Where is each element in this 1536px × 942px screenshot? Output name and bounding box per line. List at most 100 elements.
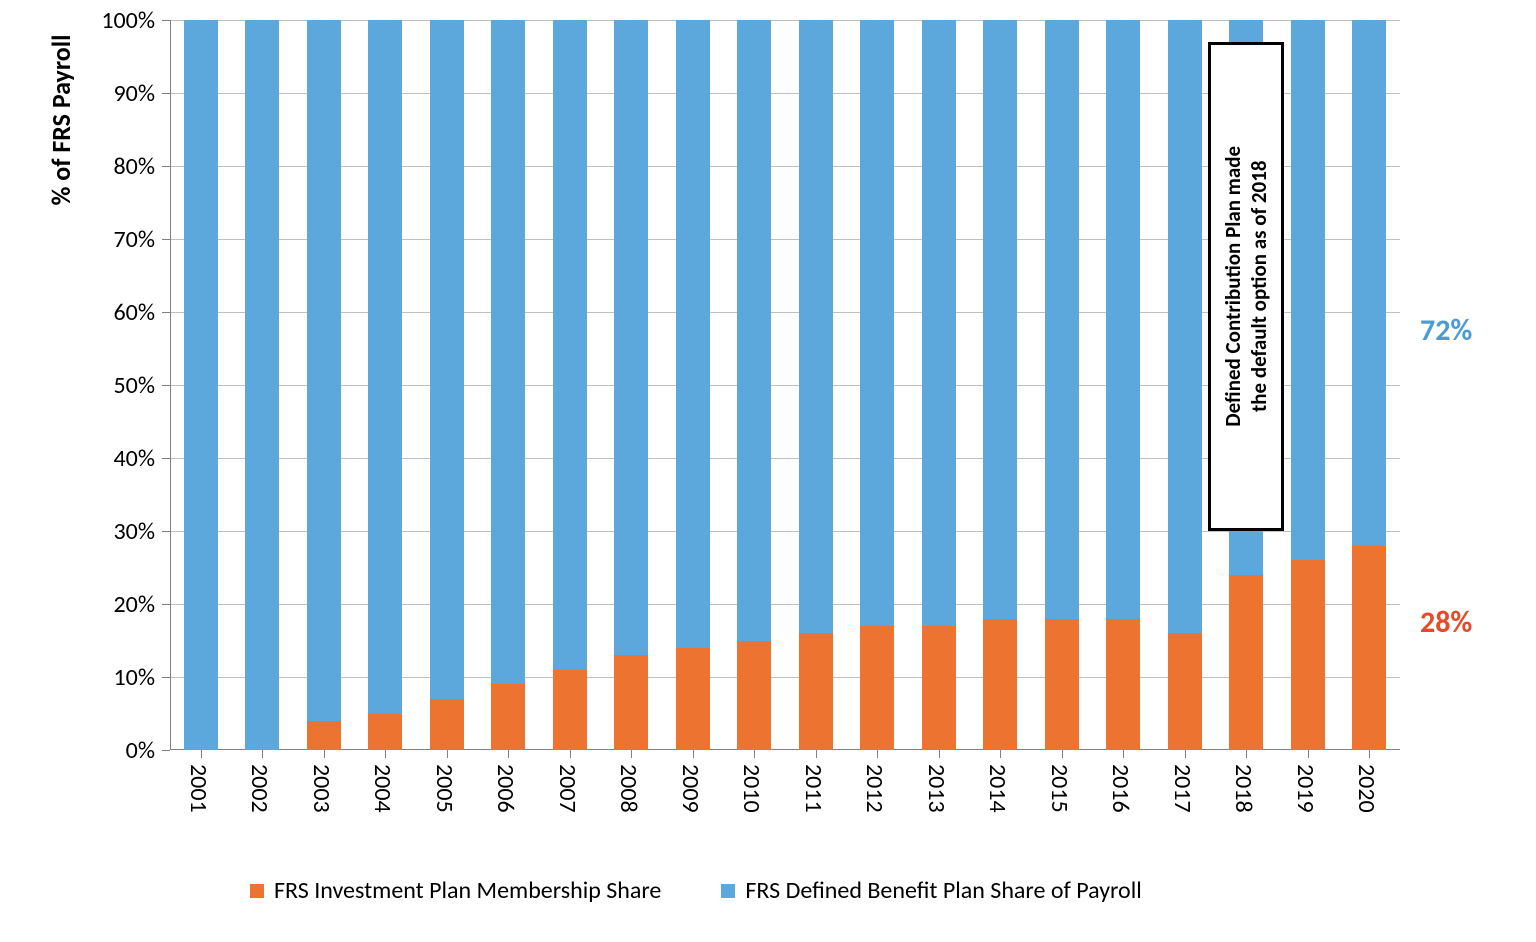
x-tick bbox=[508, 750, 509, 758]
gridline bbox=[170, 531, 1400, 532]
x-tick-label: 2006 bbox=[491, 764, 520, 813]
y-tick-label: 70% bbox=[90, 225, 155, 254]
x-tick bbox=[816, 750, 817, 758]
bar bbox=[491, 20, 525, 750]
x-tick bbox=[1308, 750, 1309, 758]
bar-segment-investment bbox=[860, 626, 894, 750]
bar-segment-defined bbox=[1106, 20, 1140, 619]
bar-segment-investment bbox=[1352, 546, 1386, 750]
bar-segment-investment bbox=[983, 619, 1017, 750]
bar bbox=[1291, 20, 1325, 750]
gridline bbox=[170, 604, 1400, 605]
y-tick bbox=[162, 312, 170, 313]
x-tick bbox=[939, 750, 940, 758]
bar-segment-investment bbox=[430, 699, 464, 750]
bar-segment-defined bbox=[430, 20, 464, 699]
x-tick-label: 2010 bbox=[737, 764, 766, 813]
bar bbox=[245, 20, 279, 750]
bar bbox=[368, 20, 402, 750]
x-tick bbox=[1123, 750, 1124, 758]
x-tick-label: 2002 bbox=[245, 764, 274, 813]
y-tick-label: 30% bbox=[90, 517, 155, 546]
y-tick bbox=[162, 750, 170, 751]
bar bbox=[983, 20, 1017, 750]
y-axis-line bbox=[170, 20, 171, 750]
x-tick bbox=[1062, 750, 1063, 758]
x-tick-label: 2020 bbox=[1352, 764, 1381, 813]
bar bbox=[1168, 20, 1202, 750]
bar-segment-investment bbox=[307, 721, 341, 750]
bar bbox=[184, 20, 218, 750]
bar-segment-investment bbox=[1291, 560, 1325, 750]
bar-segment-investment bbox=[553, 670, 587, 750]
y-tick bbox=[162, 385, 170, 386]
legend-swatch-defined bbox=[721, 884, 735, 898]
y-tick bbox=[162, 604, 170, 605]
legend-swatch-investment bbox=[250, 884, 264, 898]
bar-segment-defined bbox=[860, 20, 894, 626]
x-tick-label: 2009 bbox=[676, 764, 705, 813]
bar bbox=[1045, 20, 1079, 750]
bar-segment-investment bbox=[737, 641, 771, 751]
bar-segment-investment bbox=[676, 648, 710, 750]
bar-segment-investment bbox=[922, 626, 956, 750]
x-tick bbox=[631, 750, 632, 758]
bar bbox=[737, 20, 771, 750]
bar bbox=[860, 20, 894, 750]
x-tick-label: 2013 bbox=[922, 764, 951, 813]
bar-segment-investment bbox=[1168, 633, 1202, 750]
bar-segment-investment bbox=[614, 655, 648, 750]
x-tick bbox=[1185, 750, 1186, 758]
bar-segment-defined bbox=[553, 20, 587, 670]
y-tick bbox=[162, 166, 170, 167]
x-tick-label: 2007 bbox=[553, 764, 582, 813]
bar bbox=[553, 20, 587, 750]
callout-text: Defined Contribution Plan madethe defaul… bbox=[1220, 146, 1273, 427]
x-tick bbox=[693, 750, 694, 758]
y-tick bbox=[162, 458, 170, 459]
x-tick-label: 2019 bbox=[1291, 764, 1320, 813]
y-tick bbox=[162, 93, 170, 94]
bar bbox=[614, 20, 648, 750]
y-tick-label: 100% bbox=[90, 6, 155, 35]
bar-segment-defined bbox=[307, 20, 341, 721]
legend-label-investment: FRS Investment Plan Membership Share bbox=[274, 876, 661, 905]
y-tick-label: 10% bbox=[90, 663, 155, 692]
x-tick-label: 2012 bbox=[860, 764, 889, 813]
bar-segment-defined bbox=[799, 20, 833, 633]
bar-segment-defined bbox=[1168, 20, 1202, 633]
x-tick-label: 2015 bbox=[1045, 764, 1074, 813]
x-tick bbox=[1000, 750, 1001, 758]
x-tick bbox=[570, 750, 571, 758]
bar-segment-defined bbox=[983, 20, 1017, 619]
y-tick-label: 60% bbox=[90, 298, 155, 327]
y-tick bbox=[162, 677, 170, 678]
x-tick bbox=[754, 750, 755, 758]
x-tick-label: 2017 bbox=[1168, 764, 1197, 813]
x-tick-label: 2005 bbox=[430, 764, 459, 813]
x-tick bbox=[324, 750, 325, 758]
x-tick-label: 2014 bbox=[983, 764, 1012, 813]
x-tick-label: 2016 bbox=[1106, 764, 1135, 813]
legend-item-investment: FRS Investment Plan Membership Share bbox=[250, 876, 661, 905]
bar-segment-defined bbox=[1291, 20, 1325, 560]
bar bbox=[1106, 20, 1140, 750]
y-tick-label: 0% bbox=[90, 736, 155, 765]
bar-segment-investment bbox=[1045, 619, 1079, 750]
x-tick bbox=[877, 750, 878, 758]
bar bbox=[799, 20, 833, 750]
y-tick bbox=[162, 531, 170, 532]
x-tick-label: 2011 bbox=[799, 764, 828, 813]
bar bbox=[922, 20, 956, 750]
x-tick bbox=[1369, 750, 1370, 758]
bar-segment-defined bbox=[676, 20, 710, 648]
bar-segment-defined bbox=[737, 20, 771, 641]
bar-segment-investment bbox=[491, 684, 525, 750]
legend-item-defined: FRS Defined Benefit Plan Share of Payrol… bbox=[721, 876, 1141, 905]
bar-segment-defined bbox=[614, 20, 648, 655]
x-tick-label: 2004 bbox=[368, 764, 397, 813]
y-tick-label: 80% bbox=[90, 152, 155, 181]
y-axis-title: % of FRS Payroll bbox=[45, 0, 77, 485]
x-tick-label: 2008 bbox=[614, 764, 643, 813]
y-tick bbox=[162, 239, 170, 240]
